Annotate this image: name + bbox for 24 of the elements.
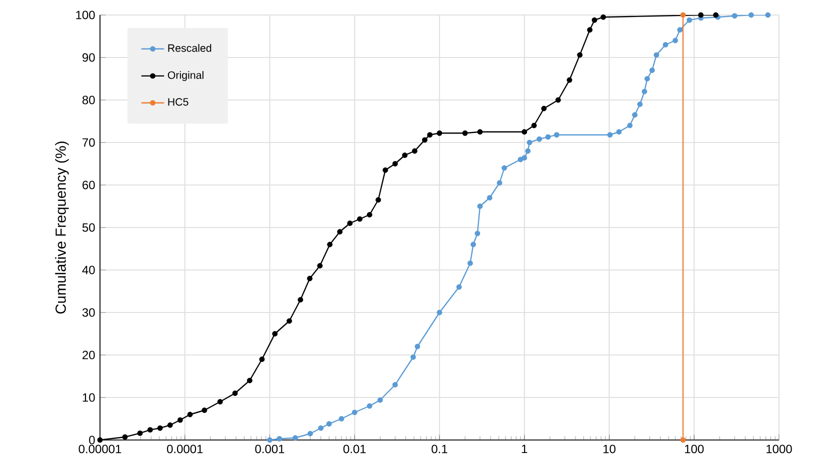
x-tick-label: 1 [522,444,528,453]
y-tick-label: 0 [89,436,95,444]
x-tick-label: 0.001 [255,444,284,454]
y-tick-label: 40 [82,266,95,274]
x-tick-label: 1000 [766,444,792,454]
y-tick-label: 100 [76,10,95,20]
y-axis-title: Cumulative Frequency (%) [55,142,69,314]
y-tick-label: 60 [82,180,95,190]
legend-label: HC5 [168,98,188,106]
x-tick-label: 0.01 [343,444,366,454]
legend-label: Rescaled [168,44,212,52]
y-tick-label: 30 [82,308,95,317]
y-tick-label: 70 [82,138,95,147]
x-tick-label: 100 [685,444,704,454]
legend-label: Original [168,71,204,82]
x-tick-label: 0.1 [432,444,448,454]
y-tick-label: 20 [82,350,95,360]
x-tick-label: 10 [604,444,616,454]
y-tick-label: 10 [82,393,95,402]
y-tick-label: 80 [82,96,95,104]
x-tick-label: 0.0001 [166,444,203,454]
y-tick-label: 50 [82,223,95,232]
x-tick-label: 0.00001 [78,444,122,454]
y-tick-label: 90 [82,53,95,62]
